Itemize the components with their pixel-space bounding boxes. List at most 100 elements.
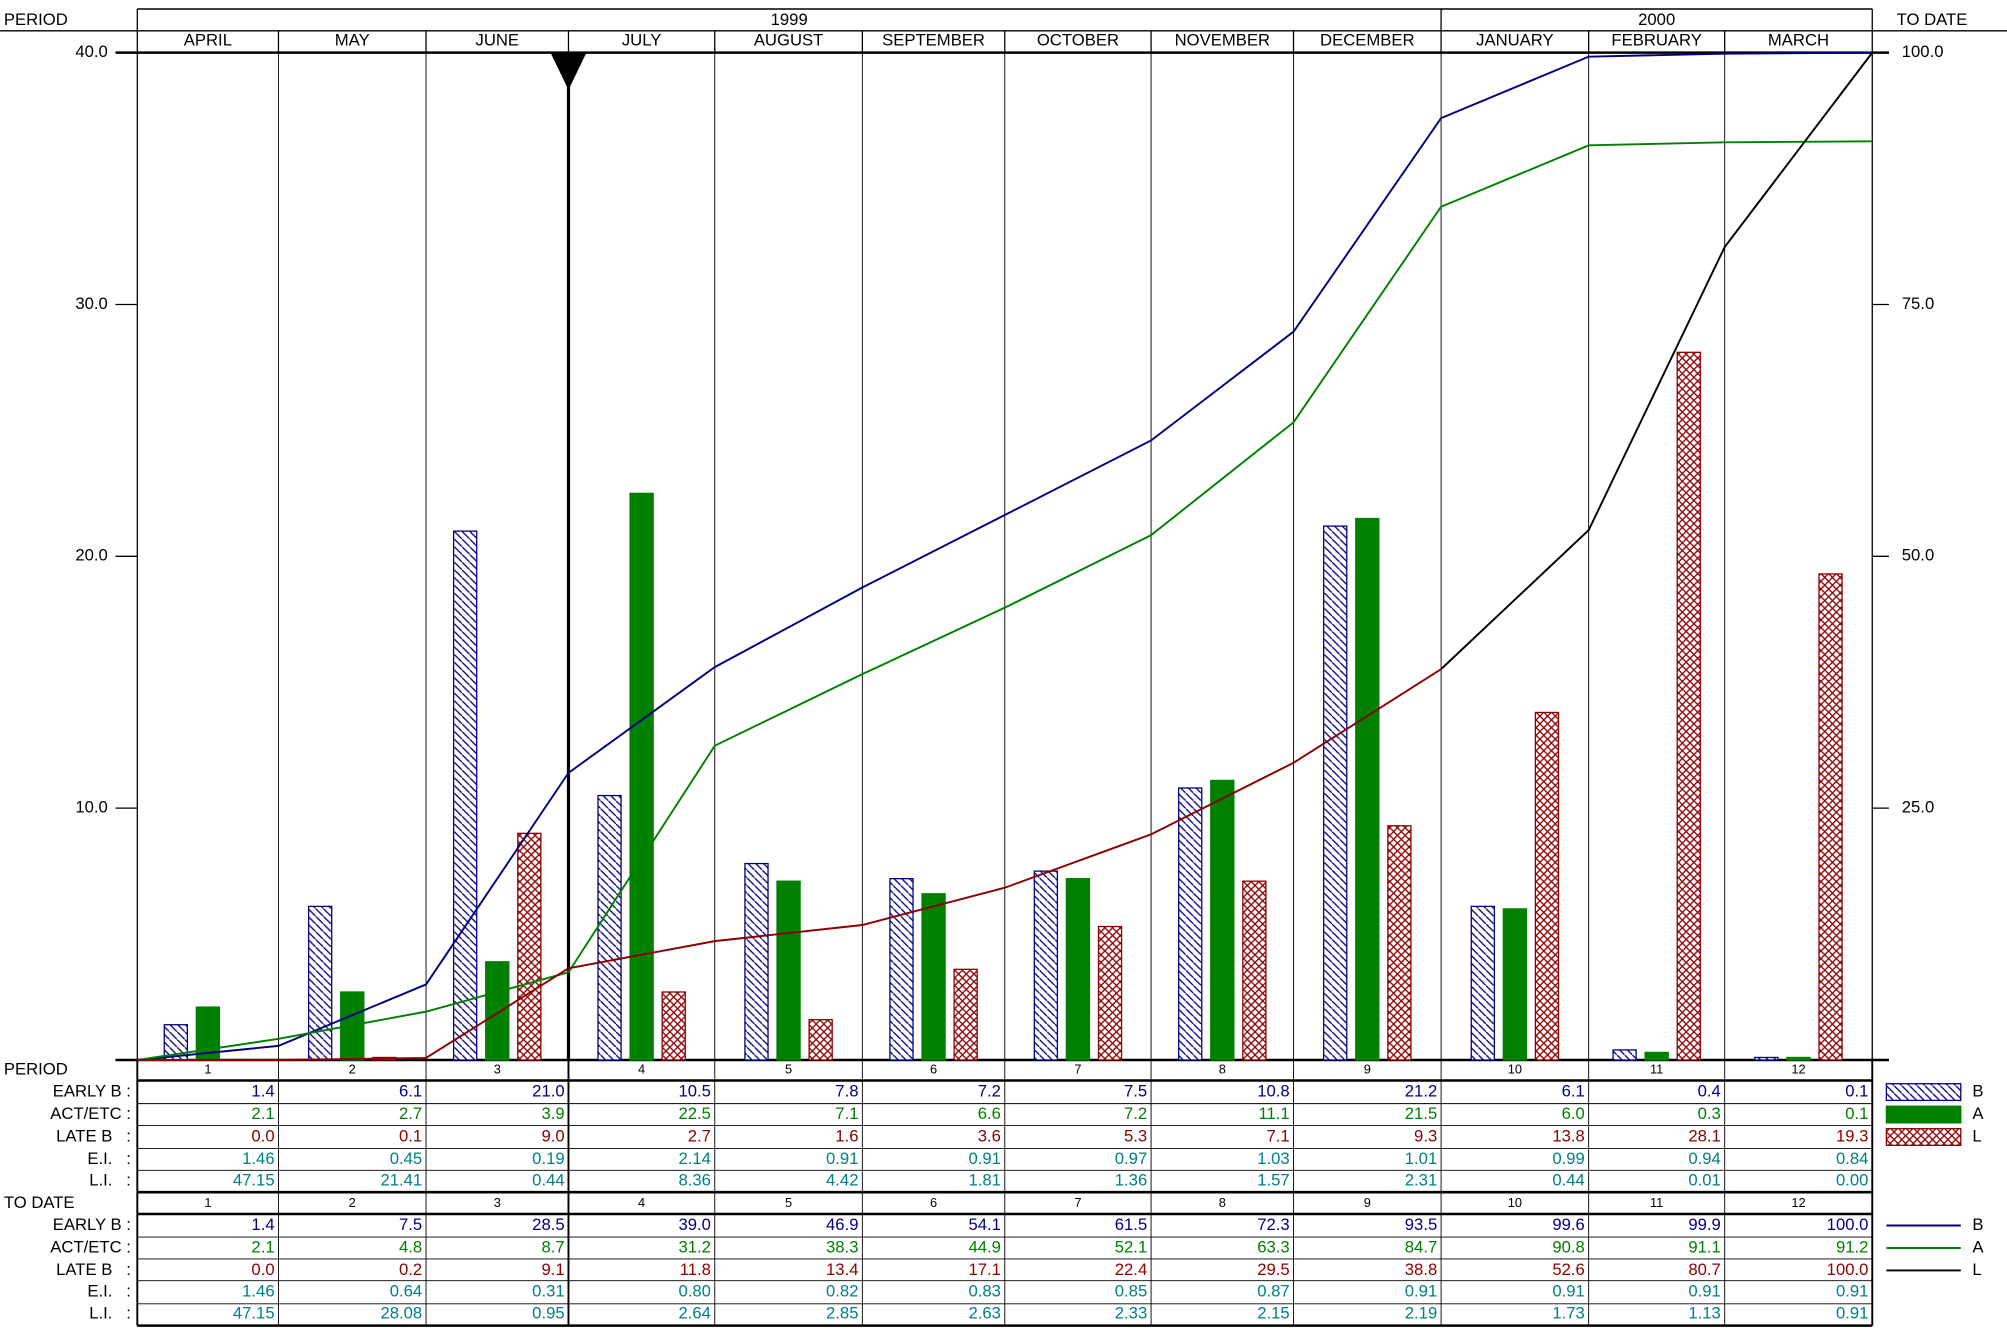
line-series: [1440, 52, 1874, 670]
table-cell: 54.1: [968, 1215, 1000, 1234]
table-cell: 7.2: [978, 1081, 1001, 1100]
legend-swatch: [1885, 1083, 1962, 1102]
table-cell: 1.46: [242, 1282, 274, 1301]
bar: [1534, 711, 1560, 1061]
table-cell: 19.3: [1836, 1126, 1868, 1145]
table-cell: 72.3: [1257, 1215, 1289, 1234]
period-number: 1: [204, 1062, 211, 1077]
table-cell: 44.9: [968, 1237, 1000, 1256]
bar: [1065, 878, 1091, 1061]
table-cell: 2.64: [678, 1303, 710, 1322]
legend-swatch: [1885, 1127, 1962, 1146]
month-label: APRIL: [184, 30, 232, 49]
row-label: ACT/ETC :: [50, 1104, 131, 1123]
table-cell: 2.63: [968, 1303, 1000, 1322]
row-label: EARLY B :: [53, 1081, 131, 1100]
table-cell: 0.01: [1688, 1171, 1720, 1190]
bar: [1470, 905, 1495, 1061]
table-cell: 0.82: [826, 1282, 858, 1301]
table-cell: 8.7: [541, 1237, 564, 1256]
bar: [1323, 525, 1348, 1061]
table-cell: 1.81: [968, 1171, 1000, 1190]
table-cell: 4.8: [399, 1237, 422, 1256]
table-cell: 1.01: [1405, 1149, 1437, 1168]
table-cell: 1.03: [1257, 1149, 1289, 1168]
legend-label: L: [1972, 1260, 1981, 1279]
table-cell: 0.99: [1552, 1149, 1584, 1168]
month-label: NOVEMBER: [1175, 30, 1270, 49]
bar: [452, 530, 478, 1061]
bar: [1786, 1056, 1811, 1061]
table-cell: 0.0: [251, 1260, 274, 1279]
y-tick-label: 10.0: [75, 798, 107, 817]
table-cell: 21.5: [1405, 1104, 1437, 1123]
table-cell: 0.85: [1115, 1282, 1147, 1301]
period-number: 7: [1074, 1195, 1081, 1210]
table-cell: 6.0: [1562, 1104, 1585, 1123]
table-cell: 10.5: [678, 1081, 710, 1100]
period-number: 8: [1219, 1062, 1226, 1077]
table-cell: 0.87: [1257, 1282, 1289, 1301]
bar: [597, 794, 622, 1061]
line-series: [278, 140, 1873, 1040]
bar: [1033, 870, 1059, 1061]
table-cell: 1.36: [1115, 1171, 1147, 1190]
table-cell: 2.1: [251, 1237, 274, 1256]
bar: [307, 905, 333, 1061]
table-cell: 99.9: [1688, 1215, 1720, 1234]
table-cell: 93.5: [1405, 1215, 1437, 1234]
month-label: JUNE: [475, 30, 519, 49]
row-label: E.I. :: [87, 1282, 131, 1301]
period-number: 8: [1219, 1195, 1226, 1210]
table-cell: 91.2: [1836, 1237, 1868, 1256]
table-cell: 21.41: [380, 1171, 422, 1190]
table-cell: 0.44: [1552, 1171, 1584, 1190]
bar: [1612, 1049, 1637, 1061]
table-cell: 0.91: [968, 1149, 1000, 1168]
table-cell: 0.91: [1405, 1282, 1437, 1301]
month-label: MARCH: [1768, 30, 1829, 49]
table-cell: 0.3: [1698, 1104, 1721, 1123]
table-cell: 17.1: [968, 1260, 1000, 1279]
table-cell: 0.91: [826, 1149, 858, 1168]
period-number: 5: [785, 1062, 792, 1077]
table-cell: 90.8: [1552, 1237, 1584, 1256]
to-date-header: TO DATE: [1897, 10, 1968, 29]
y2-tick-label: 100.0: [1902, 42, 1944, 61]
table-cell: 0.1: [399, 1126, 422, 1145]
table-cell: 31.2: [678, 1237, 710, 1256]
table-cell: 0.1: [1845, 1081, 1868, 1100]
table-cell: 3.9: [541, 1104, 564, 1123]
table-cell: 9.0: [541, 1126, 564, 1145]
month-label: OCTOBER: [1037, 30, 1119, 49]
table-cell: 2.19: [1405, 1303, 1437, 1322]
y-tick-label: 30.0: [75, 294, 107, 313]
table-cell: 80.7: [1688, 1260, 1720, 1279]
bar: [953, 968, 978, 1061]
y-tick-label: 20.0: [75, 546, 107, 565]
bar: [629, 492, 654, 1061]
table-cell: 7.8: [835, 1081, 858, 1100]
row-label: LATE B :: [56, 1126, 131, 1145]
table-cell: 11.1: [1258, 1104, 1289, 1123]
table-cell: 2.33: [1115, 1303, 1147, 1322]
y2-tick-label: 25.0: [1902, 798, 1934, 817]
table-cell: 13.4: [826, 1260, 858, 1279]
bar: [1818, 573, 1843, 1061]
period-number: 5: [785, 1195, 792, 1210]
table-cell: 0.91: [1688, 1282, 1720, 1301]
table-cell: 21.2: [1405, 1081, 1437, 1100]
table-cell: 84.7: [1405, 1237, 1437, 1256]
bar: [921, 893, 946, 1061]
table-cell: 100.0: [1827, 1260, 1869, 1279]
table-cell: 0.91: [1836, 1303, 1868, 1322]
table-cell: 8.36: [678, 1171, 710, 1190]
table-cell: 0.45: [390, 1149, 422, 1168]
table-cell: 6.1: [399, 1081, 422, 1100]
table-cell: 2.85: [826, 1303, 858, 1322]
table-cell: 52.1: [1115, 1237, 1147, 1256]
table-cell: 39.0: [678, 1215, 710, 1234]
table-cell: 21.0: [532, 1081, 564, 1100]
row-label: LATE B :: [56, 1260, 131, 1279]
table-cell: 47.15: [233, 1303, 275, 1322]
